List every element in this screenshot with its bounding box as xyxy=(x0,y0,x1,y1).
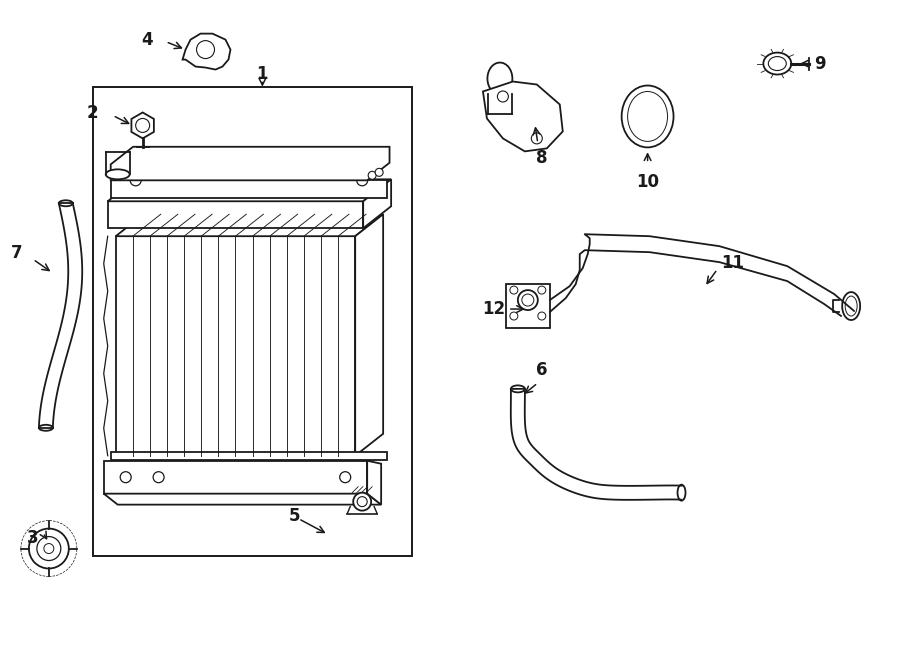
Ellipse shape xyxy=(105,169,130,179)
Polygon shape xyxy=(111,147,390,180)
Circle shape xyxy=(368,171,376,179)
Bar xyxy=(93,87,412,555)
Polygon shape xyxy=(116,236,356,455)
Circle shape xyxy=(327,169,344,186)
Ellipse shape xyxy=(58,200,73,206)
Polygon shape xyxy=(131,112,154,138)
Circle shape xyxy=(518,290,538,310)
Text: 1: 1 xyxy=(256,65,268,83)
Circle shape xyxy=(44,543,54,553)
Ellipse shape xyxy=(488,63,512,95)
Text: 9: 9 xyxy=(814,55,826,73)
Circle shape xyxy=(196,40,214,59)
Circle shape xyxy=(121,472,131,483)
Circle shape xyxy=(498,91,508,102)
Circle shape xyxy=(160,186,166,192)
Circle shape xyxy=(130,175,141,186)
Text: 7: 7 xyxy=(12,244,22,262)
Circle shape xyxy=(37,537,61,561)
Polygon shape xyxy=(320,159,350,196)
Text: 12: 12 xyxy=(482,300,505,318)
Circle shape xyxy=(531,133,543,144)
Circle shape xyxy=(29,529,68,568)
Text: 3: 3 xyxy=(27,529,39,547)
Polygon shape xyxy=(364,179,392,228)
Text: 11: 11 xyxy=(722,254,744,272)
Ellipse shape xyxy=(39,425,53,431)
Circle shape xyxy=(328,151,342,165)
Circle shape xyxy=(522,294,534,306)
Ellipse shape xyxy=(627,91,668,141)
Text: 4: 4 xyxy=(141,30,153,49)
Circle shape xyxy=(153,472,164,483)
Polygon shape xyxy=(483,81,562,151)
Ellipse shape xyxy=(622,85,673,147)
Ellipse shape xyxy=(845,296,857,316)
Circle shape xyxy=(538,312,545,320)
Circle shape xyxy=(353,492,371,510)
Circle shape xyxy=(375,169,383,176)
Text: 5: 5 xyxy=(288,506,300,525)
Polygon shape xyxy=(104,494,381,504)
Circle shape xyxy=(130,185,137,191)
Ellipse shape xyxy=(763,53,791,75)
Circle shape xyxy=(357,496,367,506)
Ellipse shape xyxy=(769,57,787,71)
Polygon shape xyxy=(108,179,392,201)
Polygon shape xyxy=(116,214,383,236)
Circle shape xyxy=(510,312,518,320)
Polygon shape xyxy=(506,284,550,328)
Ellipse shape xyxy=(842,292,860,320)
Text: 2: 2 xyxy=(87,104,99,122)
Circle shape xyxy=(339,472,351,483)
Text: 6: 6 xyxy=(536,361,547,379)
Circle shape xyxy=(136,118,149,132)
Polygon shape xyxy=(104,461,367,494)
Polygon shape xyxy=(108,201,364,228)
Text: 10: 10 xyxy=(636,173,659,191)
Polygon shape xyxy=(367,461,381,504)
Polygon shape xyxy=(111,180,387,198)
Ellipse shape xyxy=(678,485,686,500)
Circle shape xyxy=(128,182,140,194)
Ellipse shape xyxy=(511,385,525,393)
Circle shape xyxy=(356,175,368,186)
Polygon shape xyxy=(111,451,387,460)
Polygon shape xyxy=(183,34,230,69)
Polygon shape xyxy=(356,214,383,455)
Circle shape xyxy=(158,183,169,195)
Circle shape xyxy=(510,286,518,294)
Circle shape xyxy=(538,286,545,294)
Text: 8: 8 xyxy=(536,149,547,167)
